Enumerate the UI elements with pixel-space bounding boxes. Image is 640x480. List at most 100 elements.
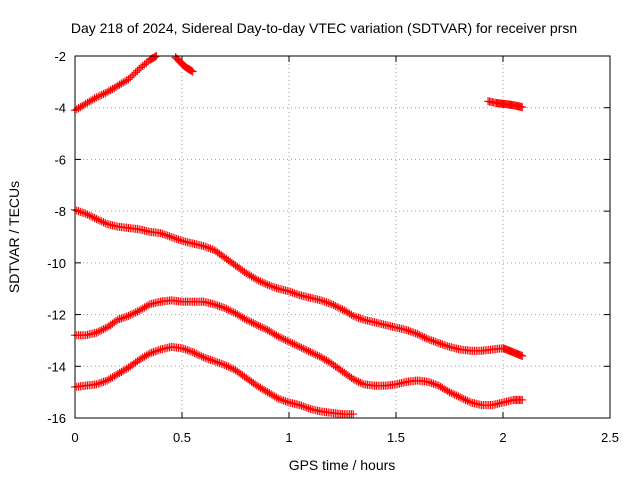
data-point-marker [74,207,83,216]
data-point-marker [79,209,88,218]
data-point-marker [413,329,422,339]
data-point-marker [208,356,217,365]
data-point-marker [186,347,195,356]
x-tick-label: 0.5 [173,430,191,445]
data-point-marker [277,334,286,343]
data-point-marker [279,396,288,405]
data-point-marker [218,303,228,312]
data-point-marker [449,389,458,398]
y-tick-label: -4 [54,101,66,116]
data-point-marker [136,63,146,72]
data-point-marker [293,290,302,299]
chart-title: Day 218 of 2024, Sidereal Day-to-day VTE… [71,20,577,36]
data-point-marker [128,310,137,319]
data-point-marker [251,320,260,329]
data-point-marker [154,346,163,355]
tick-layer: 0 0.5 1 1.5 2 2.5 -2 -4 -6 -8 -10 -12 -14 -16 [47,49,619,445]
data-point-marker [309,349,319,358]
data-point-marker [445,388,454,397]
x-tick-label: 1.5 [387,430,405,445]
data-point-marker [518,351,527,360]
y-tick-label: -16 [47,411,66,426]
data-point-marker [224,362,233,371]
data-point-marker [272,393,281,402]
y-tick-label: -10 [47,256,66,271]
data-point-marker [311,350,320,359]
data-point-marker [85,211,94,220]
data-point-marker [422,334,431,343]
y-tick-label: -14 [47,359,66,374]
series-track-6 [70,342,358,419]
data-point-marker [304,404,313,413]
data-point-marker [352,376,361,385]
data-point-marker [306,348,315,357]
data-point-marker [277,395,286,404]
data-point-marker [101,219,110,228]
data-point-marker [252,275,261,284]
x-tick-label: 1 [285,430,292,445]
series-track-2 [171,53,197,76]
data-point-marker [160,230,169,239]
data-point-marker [90,213,99,223]
data-point-marker [288,288,297,297]
data-point-marker [454,392,463,401]
y-axis-label: SDTVAR / TECUs [6,181,22,293]
data-point-marker [465,397,474,406]
data-point-marker [170,234,179,243]
data-point-marker [252,320,261,329]
x-axis-label: GPS time / hours [289,457,396,473]
data-point-marker [128,71,137,80]
data-point-marker [144,301,153,310]
x-tick-label: 0 [71,430,78,445]
data-point-marker [427,379,436,388]
data-point-marker [138,61,147,70]
data-point-marker [95,91,105,100]
data-point-marker [432,338,442,347]
data-point-marker [358,379,367,388]
y-tick-label: -12 [47,308,66,323]
data-point-marker [218,360,228,369]
data-point-marker [418,332,427,341]
data-point-marker [284,337,294,346]
data-point-marker [411,329,420,338]
data-point-marker [272,284,281,293]
plot-frame [74,55,611,419]
data-point-marker [320,297,329,306]
data-point-marker [283,336,292,345]
x-tick-label: 2.5 [601,430,619,445]
data-point-marker [142,58,151,67]
data-point-marker [256,277,265,286]
series-track-5 [70,296,527,410]
data-point-marker [432,380,442,390]
data-point-marker [352,313,361,322]
data-point-marker [416,331,426,340]
data-point-marker [165,232,174,241]
data-point-marker [213,301,222,310]
data-point-marker [299,402,308,411]
data-point-marker [144,350,153,359]
data-point-marker [518,395,527,404]
data-point-marker [197,352,206,361]
grid-layer [75,56,610,418]
data-point-marker [95,326,105,335]
data-point-marker [213,358,222,367]
data-point-marker [518,103,527,112]
data-point-marker [406,327,415,336]
data-point-marker [129,70,138,79]
data-point-marker [438,340,447,349]
data-point-marker [117,314,126,323]
data-point-marker [349,410,358,419]
data-point-marker [293,341,302,351]
data-point-marker [283,397,292,406]
data-point-marker [187,66,196,75]
data-point-marker [284,287,294,296]
data-point-marker [95,379,105,388]
marks-layer [70,51,527,419]
data-point-marker [202,354,212,363]
data-point-marker [149,348,158,357]
data-point-marker [261,279,270,289]
data-point-marker [192,349,201,358]
data-point-marker [101,377,110,386]
